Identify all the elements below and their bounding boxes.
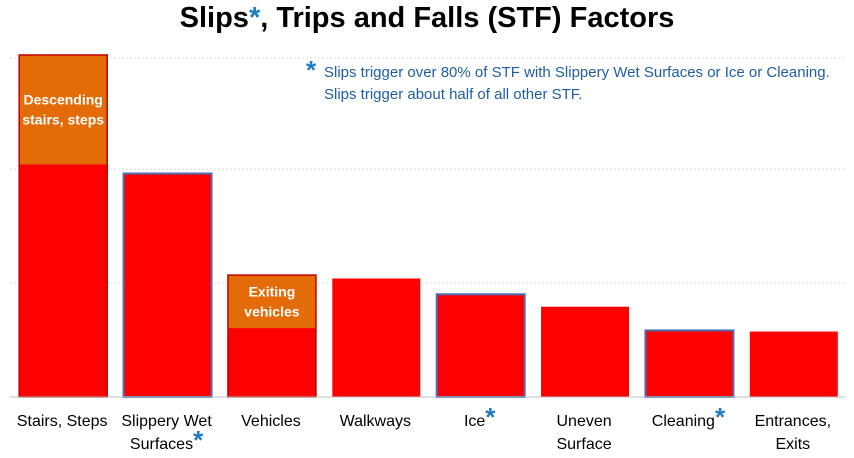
x-tick-label-line: Slippery Wet bbox=[121, 413, 212, 430]
x-tick-label-line: Cleaning* bbox=[651, 402, 726, 432]
x-tick-label: Uneven Surface bbox=[532, 410, 636, 456]
bar-entrances-exits bbox=[749, 331, 838, 397]
bars bbox=[19, 55, 838, 399]
note-line-1: Slips trigger over 80% of STF with Slipp… bbox=[324, 64, 830, 81]
x-tick-label-line: Vehicles bbox=[241, 413, 301, 430]
x-tick-label: Ice* bbox=[428, 402, 532, 433]
bar-slippery-wet-surfaces bbox=[122, 172, 213, 398]
title-asterisk-icon: * bbox=[248, 2, 261, 34]
gridlines bbox=[10, 57, 845, 284]
x-tick-label-line: Surface bbox=[556, 436, 612, 453]
bar-walkways bbox=[332, 278, 421, 397]
chart-title: Slips*, Trips and Falls (STF) Factors bbox=[0, 2, 854, 35]
slip-asterisk-icon: * bbox=[485, 402, 496, 432]
x-tick-label-line: Uneven bbox=[556, 413, 612, 430]
highlight-segment bbox=[19, 55, 108, 165]
x-tick-label-line: Walkways bbox=[339, 413, 412, 430]
x-tick-label: Walkways bbox=[323, 410, 427, 433]
slip-asterisk-icon: * bbox=[193, 425, 204, 455]
slip-asterisk-icon: * bbox=[714, 402, 726, 432]
highlight-label: vehicles bbox=[244, 304, 299, 320]
highlight-label: stairs, steps bbox=[22, 112, 104, 128]
highlight-label: Descending bbox=[24, 92, 103, 108]
bar-uneven-surface bbox=[541, 306, 630, 397]
chart-title-slips: Slips bbox=[179, 2, 249, 34]
x-tick-label: Cleaning* bbox=[636, 402, 740, 433]
chart-title-rest: , Trips and Falls (STF) Factors bbox=[260, 2, 675, 34]
x-tick-label-line: Stairs, Steps bbox=[16, 413, 108, 430]
highlight-label: Exiting bbox=[249, 284, 296, 300]
chart-note: * Slips trigger over 80% of STF with Sli… bbox=[306, 55, 830, 106]
x-tick-label-line: Ice* bbox=[463, 402, 496, 432]
x-tick-label: Entrances, Exits bbox=[741, 410, 845, 456]
x-tick-label-line: Entrances, bbox=[754, 413, 832, 430]
x-tick-label-line: Exits bbox=[775, 436, 811, 453]
x-tick-label: Stairs, Steps bbox=[10, 410, 114, 433]
x-tick-label-line: Surfaces* bbox=[129, 425, 204, 455]
x-tick-label: Vehicles bbox=[219, 410, 323, 433]
note-line-2: Slips trigger about half of all other ST… bbox=[324, 86, 583, 103]
note-asterisk-icon: * bbox=[306, 55, 317, 85]
x-tick-label: Slippery Wet Surfaces* bbox=[115, 410, 219, 456]
highlight-segment bbox=[227, 275, 316, 329]
bar-cleaning bbox=[644, 329, 735, 399]
bar-ice bbox=[435, 293, 526, 399]
